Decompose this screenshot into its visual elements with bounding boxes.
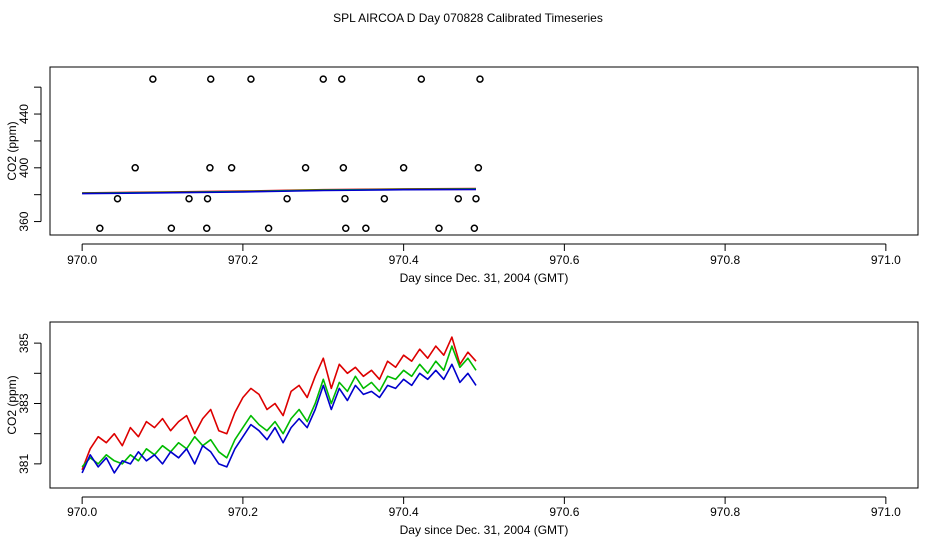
x-tick-label: 971.0 bbox=[871, 253, 901, 267]
plot-frame bbox=[49, 321, 919, 489]
y-axis-label: CO2 (ppm) bbox=[5, 121, 19, 180]
x-tick-label: 971.0 bbox=[871, 505, 901, 519]
y-tick-label: 400 bbox=[17, 157, 31, 177]
data-point bbox=[185, 194, 193, 203]
data-point bbox=[470, 224, 479, 233]
data-point bbox=[319, 75, 328, 83]
data-point bbox=[113, 194, 122, 203]
data-point bbox=[339, 164, 348, 172]
data-point bbox=[206, 164, 214, 172]
data-point bbox=[96, 224, 104, 233]
series-line-blue bbox=[82, 188, 477, 195]
x-tick-label: 970.8 bbox=[710, 505, 740, 519]
top-panel: 970.0 970.2 970.4 970.6 970.8 971.0 360 400 440 D… bbox=[5, 66, 919, 285]
y-tick-label: 385 bbox=[17, 333, 31, 353]
x-tick-label: 970.6 bbox=[549, 505, 579, 519]
data-point bbox=[472, 194, 480, 203]
data-point bbox=[264, 224, 273, 233]
data-point bbox=[149, 75, 157, 83]
data-point bbox=[131, 164, 139, 172]
data-point bbox=[362, 224, 370, 233]
x-tick-label: 970.4 bbox=[389, 253, 419, 267]
x-tick-label: 970.0 bbox=[67, 253, 97, 267]
x-tick-label: 970.4 bbox=[389, 505, 419, 519]
data-point bbox=[476, 75, 484, 83]
data-point bbox=[399, 164, 408, 172]
data-point bbox=[206, 75, 215, 83]
data-point bbox=[227, 164, 236, 172]
x-tick-label: 970.2 bbox=[228, 253, 258, 267]
plot-frame bbox=[49, 66, 919, 236]
x-axis-label: Day since Dec. 31, 2004 (GMT) bbox=[400, 523, 569, 537]
data-point bbox=[203, 194, 212, 203]
y-tick-label: 383 bbox=[17, 393, 31, 413]
x-axis-label: Day since Dec. 31, 2004 (GMT) bbox=[400, 271, 569, 285]
series-line-blue bbox=[81, 363, 477, 474]
x-tick-label: 970.8 bbox=[710, 253, 740, 267]
bottom-panel: 970.0 970.2 970.4 970.6 970.8 971.0 381 383 385 D… bbox=[5, 321, 919, 537]
series-line-red bbox=[81, 336, 477, 471]
data-point bbox=[380, 194, 389, 203]
data-point bbox=[337, 75, 346, 83]
data-point bbox=[247, 75, 255, 83]
x-tick-label: 970.6 bbox=[549, 253, 579, 267]
data-point bbox=[283, 194, 291, 203]
data-point bbox=[435, 224, 443, 233]
y-tick-label: 440 bbox=[17, 104, 31, 124]
y-tick-label: 381 bbox=[17, 454, 31, 474]
data-point bbox=[474, 164, 483, 172]
x-tick-label: 970.2 bbox=[228, 505, 258, 519]
chart-title: SPL AIRCOA D Day 070828 Calibrated Times… bbox=[333, 11, 603, 25]
y-tick-label: 360 bbox=[17, 211, 31, 231]
series-line-green bbox=[81, 345, 477, 468]
y-axis-label: CO2 (ppm) bbox=[5, 375, 19, 434]
data-point bbox=[167, 224, 176, 233]
data-point bbox=[301, 164, 310, 172]
data-point bbox=[417, 75, 426, 83]
data-point bbox=[202, 224, 211, 233]
x-tick-label: 970.0 bbox=[67, 505, 97, 519]
data-point bbox=[342, 224, 350, 233]
data-point bbox=[341, 194, 349, 203]
data-point bbox=[454, 194, 463, 203]
